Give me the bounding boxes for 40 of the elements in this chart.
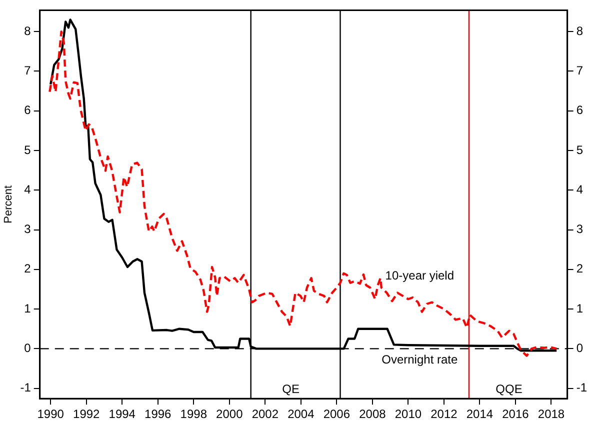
y-tick-label: 4 xyxy=(24,182,32,196)
x-tick-label: 2012 xyxy=(430,407,458,422)
y2-tick-label: 7 xyxy=(576,64,584,78)
x-tick-label: 2004 xyxy=(288,407,315,422)
y2-tick-label: 4 xyxy=(576,182,584,196)
y2-tick-label: 2 xyxy=(576,262,584,276)
y-tick-label: 3 xyxy=(24,222,32,236)
series-label: Overnight rate xyxy=(382,352,458,366)
y2-tick-label: 8 xyxy=(576,24,584,38)
x-tick-label: 2010 xyxy=(394,407,422,422)
x-tick-label: 2000 xyxy=(216,407,244,422)
y2-tick-label: 1 xyxy=(576,301,584,316)
y-tick-label: -1 xyxy=(20,380,32,395)
ref-line-label: QQE xyxy=(496,382,522,396)
y-tick-label: 5 xyxy=(24,142,32,157)
y-tick-label: 0 xyxy=(24,340,32,355)
y2-tick-label: -1 xyxy=(576,380,588,395)
y2-tick-label: 0 xyxy=(576,340,584,355)
x-tick-label: 2016 xyxy=(502,407,530,422)
x-tick-label: 1994 xyxy=(108,407,136,422)
series-label: 10-year yield xyxy=(385,268,454,283)
y-axis-title: Percent xyxy=(2,185,15,224)
y-tick-label: 2 xyxy=(24,262,32,276)
x-tick-label: 1996 xyxy=(144,407,172,422)
y2-tick-label: 5 xyxy=(576,142,584,157)
x-tick-label: 1998 xyxy=(180,407,208,422)
y2-tick-label: 6 xyxy=(576,103,584,118)
x-tick-label: 2006 xyxy=(323,407,350,422)
x-tick-label: 2014 xyxy=(466,407,494,422)
y2-tick-label: 3 xyxy=(576,222,584,236)
x-tick-label: 1990 xyxy=(37,407,64,422)
y-tick-label: 7 xyxy=(24,64,32,78)
x-tick-label: 1992 xyxy=(73,407,100,422)
ref-line-label: QE xyxy=(282,382,300,396)
x-tick-label: 2002 xyxy=(252,407,279,422)
x-tick-label: 2008 xyxy=(359,407,386,422)
y-tick-label: 1 xyxy=(24,301,32,316)
y-tick-label: 6 xyxy=(24,103,32,118)
y-tick-label: 8 xyxy=(24,24,32,38)
x-tick-label: 2018 xyxy=(538,407,565,422)
